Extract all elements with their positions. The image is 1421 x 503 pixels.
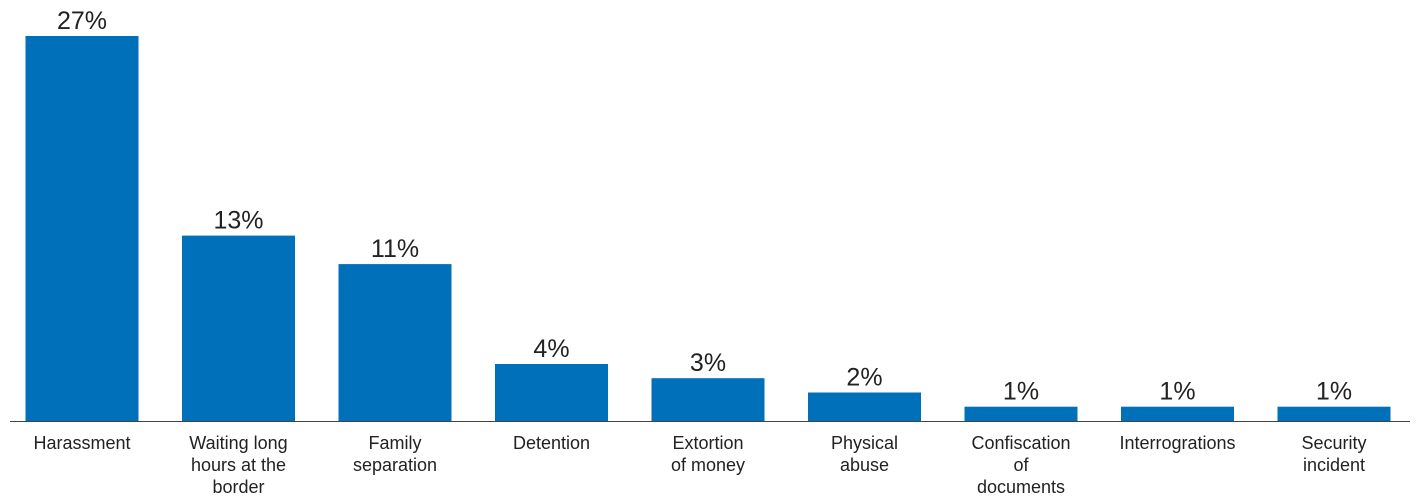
value-label: 2%	[846, 364, 882, 392]
value-label: 1%	[1316, 378, 1352, 406]
category-label: Extortion of money	[671, 433, 745, 475]
category-label-line: of	[1013, 455, 1029, 475]
category-label-line: Extortion	[672, 433, 743, 453]
value-label: 27%	[57, 7, 107, 35]
category-label-line: Harassment	[33, 433, 130, 453]
bar	[964, 406, 1078, 421]
bar	[495, 364, 608, 421]
value-labels-group: 27% 13% 11% 4% 3% 2% 1% 1% 1%	[57, 7, 1352, 406]
category-label: Detention	[513, 433, 590, 453]
value-label: 1%	[1003, 378, 1039, 406]
bars-group	[25, 36, 1391, 421]
category-label: Physical abuse	[831, 433, 898, 475]
category-label: Waiting long hours at the border	[189, 433, 287, 497]
category-label-line: Physical	[831, 433, 898, 453]
category-label-line: Confiscation	[971, 433, 1070, 453]
category-label-line: of money	[671, 455, 745, 475]
category-label-line: Interrogrations	[1119, 433, 1235, 453]
category-label-line: hours at the	[191, 455, 286, 475]
value-label: 1%	[1159, 378, 1195, 406]
bar	[1277, 406, 1391, 421]
bar	[182, 235, 295, 421]
value-label: 4%	[533, 335, 569, 363]
bar	[808, 392, 921, 421]
category-label-line: Waiting long	[189, 433, 287, 453]
bar	[1121, 406, 1234, 421]
bar	[25, 36, 139, 421]
category-label: Interrogrations	[1119, 433, 1235, 453]
category-label-line: abuse	[840, 455, 889, 475]
category-label-line: separation	[353, 455, 437, 475]
category-label-line: Security	[1301, 433, 1366, 453]
category-label: Family separation	[353, 433, 437, 475]
bar	[651, 378, 765, 421]
bar	[338, 264, 452, 421]
value-label: 11%	[371, 235, 419, 263]
category-label-line: documents	[977, 477, 1065, 497]
category-label: Security incident	[1301, 433, 1366, 475]
category-label-line: border	[212, 477, 264, 497]
value-label: 3%	[690, 349, 726, 377]
category-labels-group: Harassment Waiting long hours at the border…	[33, 433, 1366, 497]
category-label-line: Detention	[513, 433, 590, 453]
category-label-line: incident	[1303, 455, 1365, 475]
value-label: 13%	[213, 207, 263, 235]
category-label: Harassment	[33, 433, 130, 453]
category-label-line: Family	[369, 433, 422, 453]
category-label: Confiscation of documents	[971, 433, 1070, 497]
